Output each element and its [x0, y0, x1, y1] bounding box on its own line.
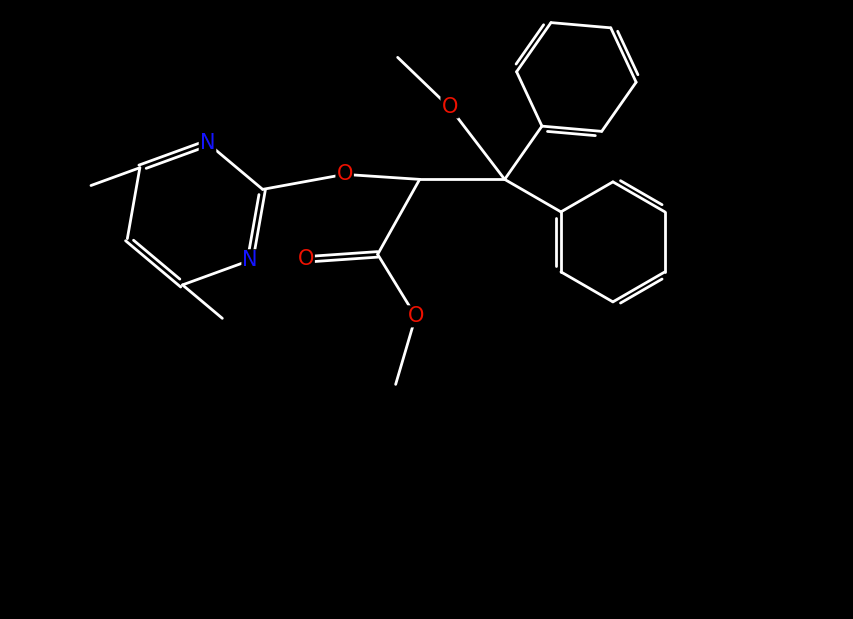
Text: O: O	[441, 97, 457, 118]
Text: O: O	[336, 165, 352, 184]
Text: O: O	[297, 249, 314, 269]
Text: N: N	[200, 133, 215, 153]
Text: N: N	[242, 250, 258, 271]
Text: O: O	[407, 306, 423, 326]
